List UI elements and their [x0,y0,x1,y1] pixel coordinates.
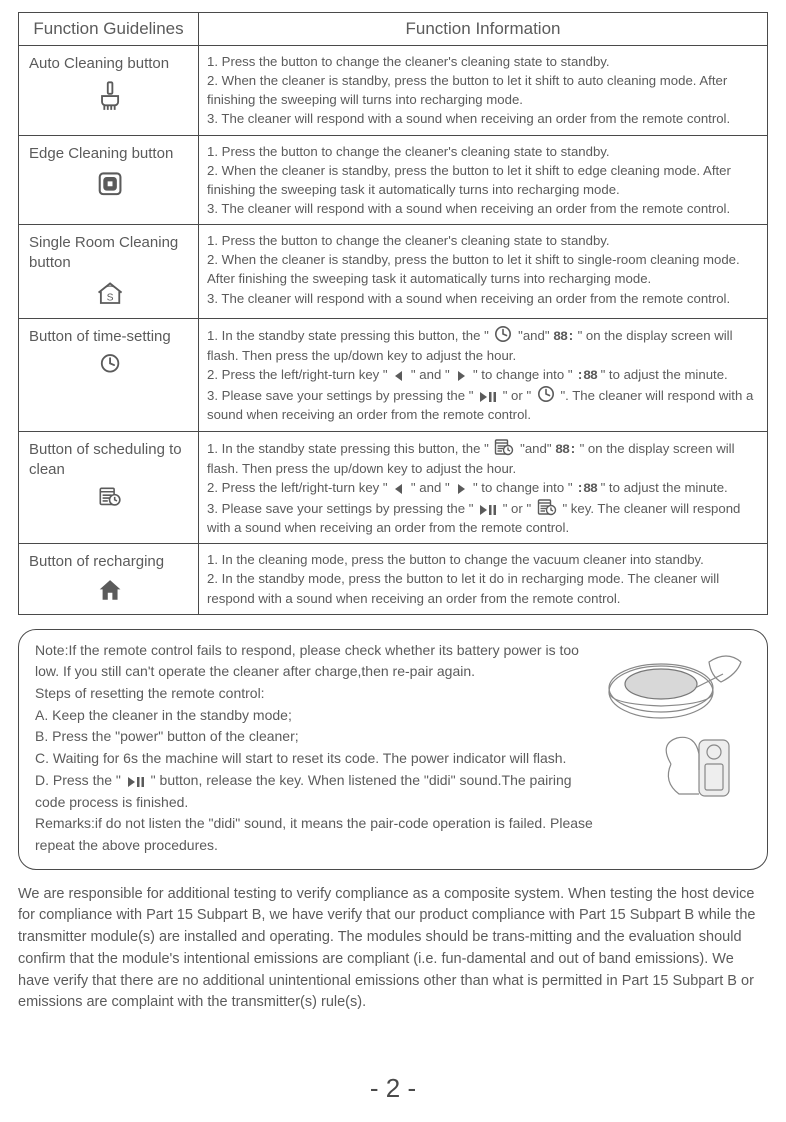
function-table: Function Guidelines Function Information… [18,12,768,615]
guide-cell: Button of time-setting [19,318,199,431]
schedule-icon [537,498,557,516]
right-tri-icon [455,483,467,495]
clock-icon [17,353,202,381]
guide-label: Button of scheduling to clean [29,440,190,481]
page-number: - 2 - [0,1073,786,1104]
guide-label: Edge Cleaning button [29,144,190,164]
guide-label: Button of recharging [29,552,190,572]
right-tri-icon [455,370,467,382]
left-tri-icon [393,370,405,382]
info-cell: 1. Press the button to change the cleane… [199,135,768,225]
table-row: Auto Cleaning button 1. Press the button… [19,46,768,136]
single-room-icon: S [17,280,202,315]
play-pause-icon [127,776,145,788]
note-box: Note:If the remote control fails to resp… [18,629,768,870]
guide-label: Button of time-setting [29,327,190,347]
clock-icon [537,385,555,403]
play-pause-icon [479,504,497,516]
function-table-body: Auto Cleaning button 1. Press the button… [19,46,768,615]
info-cell: 1. In the standby state pressing this bu… [199,431,768,544]
guide-label: Auto Cleaning button [29,54,190,74]
guide-cell: Button of scheduling to clean [19,431,199,544]
guide-cell: Button of recharging [19,544,199,614]
info-cell: 1. In the standby state pressing this bu… [199,318,768,431]
compliance-text: We are responsible for additional testin… [18,884,768,1015]
header-information: Function Information [199,13,768,46]
info-cell: 1. Press the button to change the cleane… [199,46,768,136]
table-row: Button of recharging 1. In the cleaning … [19,544,768,614]
edge-clean-icon [17,170,202,205]
clock-icon [494,325,512,343]
guide-cell: Edge Cleaning button [19,135,199,225]
info-cell: 1. Press the button to change the cleane… [199,225,768,319]
schedule-icon [494,438,514,456]
guide-cell: Single Room Cleaning button S [19,225,199,319]
auto-clean-icon [17,80,202,119]
play-pause-icon [479,391,497,403]
info-cell: 1. In the cleaning mode, press the butto… [199,544,768,614]
table-row: Button of scheduling to clean 1. In the … [19,431,768,544]
home-icon [17,579,202,609]
table-row: Single Room Cleaning button S1. Press th… [19,225,768,319]
guide-label: Single Room Cleaning button [29,233,190,274]
note-illustration [599,644,749,804]
left-tri-icon [393,483,405,495]
header-guidelines: Function Guidelines [19,13,199,46]
note-text: Note:If the remote control fails to resp… [35,640,605,857]
table-row: Edge Cleaning button 1. Press the button… [19,135,768,225]
svg-text:S: S [106,292,113,303]
schedule-icon [17,486,202,514]
table-row: Button of time-setting 1. In the standby… [19,318,768,431]
guide-cell: Auto Cleaning button [19,46,199,136]
